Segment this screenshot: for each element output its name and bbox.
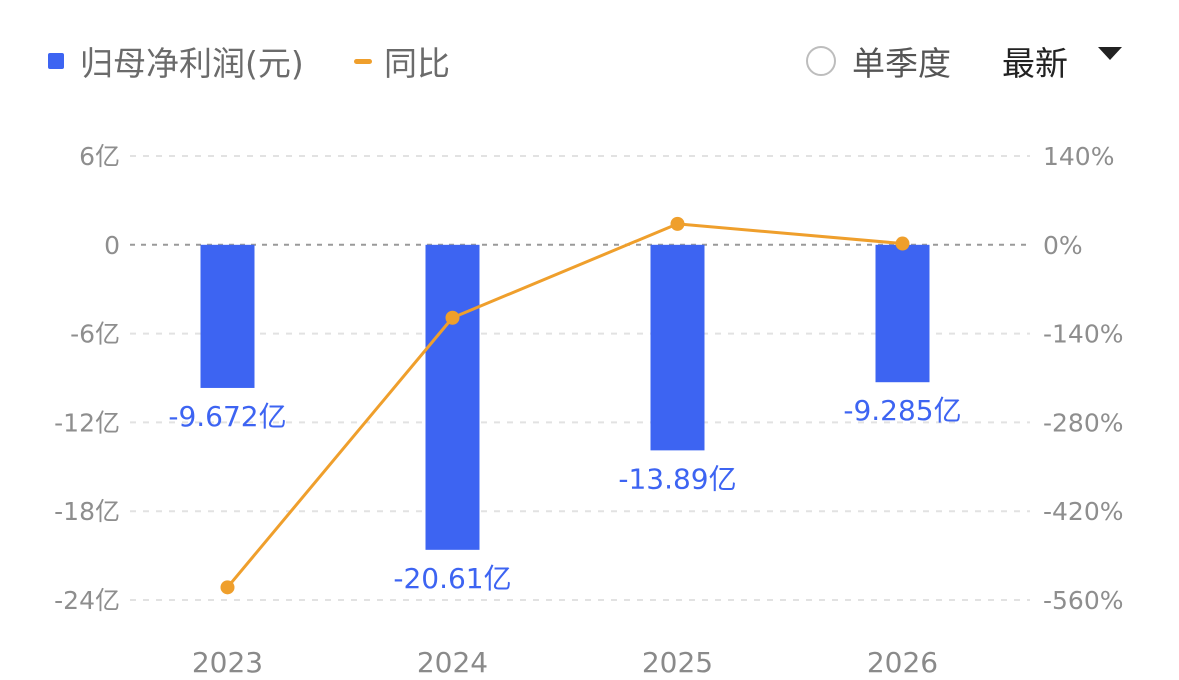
yoy-point	[670, 216, 685, 231]
yoy-line-layer	[220, 216, 910, 595]
y-left-tick-label: -12亿	[54, 408, 120, 437]
legend-bar: 归母净利润(元) 同比 单季度 最新	[0, 0, 1179, 120]
bar-data-label: -13.89亿	[618, 462, 736, 495]
bar-layer	[200, 244, 930, 550]
bar-swatch-icon	[48, 53, 64, 69]
yoy-point	[895, 236, 910, 251]
single-quarter-radio[interactable]: 单季度	[806, 38, 951, 84]
legend-label-net-profit: 归母净利润(元)	[80, 44, 304, 83]
y-left-tick-label: 6亿	[79, 142, 120, 171]
legend-label-yoy: 同比	[384, 44, 450, 83]
y-right-tick-label: -560%	[1043, 586, 1124, 615]
yoy-line	[226, 222, 903, 589]
legend-item-yoy[interactable]: 同比	[354, 38, 450, 84]
bar	[875, 244, 930, 383]
y-right-tick-label: 0%	[1043, 231, 1083, 260]
bar	[200, 244, 255, 388]
bar-data-label: -9.672亿	[168, 400, 286, 433]
y-right-tick-label: -420%	[1043, 497, 1124, 526]
y-left-tick-label: 0	[104, 231, 120, 260]
bar-data-label: -20.61亿	[393, 562, 511, 595]
bar-data-label: -9.285亿	[843, 394, 961, 427]
y-left-tick-label: -18亿	[54, 497, 120, 526]
yoy-point	[220, 580, 235, 595]
y-left-tick-label: -24亿	[54, 586, 120, 615]
caret-down-icon[interactable]	[1098, 46, 1122, 60]
x-tick-label: 2024	[417, 646, 488, 679]
y-right-tick-label: -280%	[1043, 408, 1124, 437]
y-left-tick-label: -6亿	[70, 320, 120, 349]
x-tick-label: 2026	[867, 646, 938, 679]
x-tick-label: 2025	[642, 646, 713, 679]
single-quarter-label: 单季度	[852, 44, 951, 83]
radio-unchecked-icon[interactable]	[806, 46, 836, 76]
period-select-value: 最新	[1002, 44, 1068, 83]
line-swatch-icon	[354, 58, 372, 64]
data-label-layer: -9.672亿 -20.61亿 -13.89亿 -9.285亿	[168, 394, 961, 595]
yoy-point	[445, 310, 460, 325]
y-right-tick-label: 140%	[1043, 142, 1114, 171]
bar	[425, 244, 480, 550]
x-tick-label: 2023	[192, 646, 263, 679]
y-right-tick-label: -140%	[1043, 320, 1124, 349]
bar	[650, 244, 705, 451]
period-select[interactable]: 最新	[1002, 38, 1122, 84]
axis-layer: 6亿 0 -6亿 -12亿 -18亿 -24亿 140% 0% -140% -280% -420% -…	[54, 142, 1123, 679]
legend-item-net-profit[interactable]: 归母净利润(元)	[48, 38, 304, 84]
